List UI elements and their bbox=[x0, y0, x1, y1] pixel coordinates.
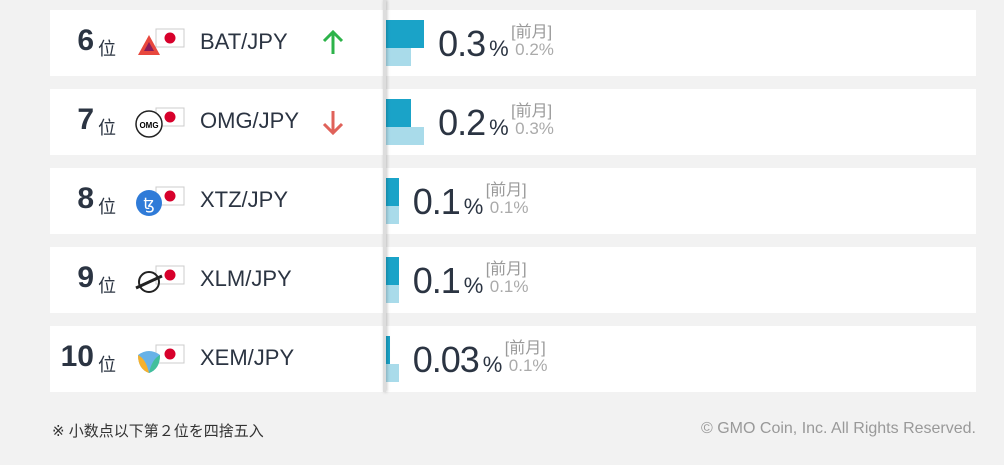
pair-name: OMG/JPY bbox=[200, 108, 300, 133]
current-bar bbox=[386, 257, 399, 285]
rank-suffix: 位 bbox=[98, 355, 116, 375]
share-value: 0.03 bbox=[412, 339, 480, 380]
divider bbox=[383, 0, 386, 392]
previous-bar bbox=[386, 127, 425, 145]
coin-icon bbox=[138, 344, 185, 373]
ranking-row: 10 位 XEM/JPY 0.03% [前月] 0.1% bbox=[50, 326, 976, 392]
share-value: 0.1 bbox=[412, 260, 461, 301]
share-unit: % bbox=[489, 36, 509, 61]
prev-value: 0.1% bbox=[489, 277, 529, 296]
prev-value: 0.3% bbox=[515, 119, 554, 138]
prev-caption: [前月] bbox=[504, 340, 546, 357]
icon-text: OMG bbox=[139, 121, 158, 130]
svg-text:ꜩ: ꜩ bbox=[143, 196, 154, 213]
prev-value: 0.1% bbox=[508, 356, 548, 375]
previous-bar bbox=[386, 285, 399, 303]
rank-number: 7 bbox=[77, 103, 94, 136]
share-unit: % bbox=[489, 115, 509, 140]
previous-bar bbox=[386, 48, 412, 66]
rank-number: 8 bbox=[77, 182, 94, 215]
ranking-row: 7 位 OMG OMG/JPY 0.2% [前月] 0.3% bbox=[50, 89, 976, 155]
coin-icon: OMG bbox=[135, 107, 185, 138]
prev-value: 0.1% bbox=[489, 198, 529, 217]
rank-number: 6 bbox=[77, 24, 94, 57]
rank-number: 9 bbox=[77, 261, 94, 294]
share-unit: % bbox=[463, 273, 484, 298]
trend-up bbox=[322, 29, 344, 54]
coin-icon: ꜩ bbox=[136, 186, 185, 216]
ranking-row: 6 位 BAT/JPY 0.3% [前月] 0.2% bbox=[50, 10, 976, 76]
share-unit: % bbox=[482, 352, 503, 377]
coin-icon bbox=[135, 265, 185, 293]
trend-down bbox=[322, 111, 344, 136]
rank-suffix: 位 bbox=[98, 197, 116, 217]
prev-caption: [前月] bbox=[485, 261, 527, 278]
current-bar bbox=[386, 99, 412, 127]
current-bar bbox=[386, 336, 390, 364]
share-value: 0.3 bbox=[438, 23, 486, 64]
rank-suffix: 位 bbox=[98, 276, 116, 296]
pair-name: XEM/JPY bbox=[200, 345, 295, 370]
prev-caption: [前月] bbox=[511, 103, 553, 120]
pair-name: XLM/JPY bbox=[200, 266, 292, 291]
share-value: 0.2 bbox=[438, 102, 486, 143]
previous-bar bbox=[386, 206, 399, 224]
footnote: ※ 小数点以下第２位を四捨五入 bbox=[52, 423, 264, 440]
rank-suffix: 位 bbox=[98, 118, 116, 138]
coin-icon bbox=[138, 28, 185, 55]
pair-name: BAT/JPY bbox=[200, 29, 288, 54]
rank-number: 10 bbox=[60, 340, 94, 373]
ranking-row: 9 位 XLM/JPY 0.1% [前月] 0.1% bbox=[50, 247, 976, 313]
prev-value: 0.2% bbox=[515, 40, 554, 59]
pair-name: XTZ/JPY bbox=[200, 187, 289, 212]
share-unit: % bbox=[463, 194, 484, 219]
rank-suffix: 位 bbox=[98, 39, 116, 59]
prev-caption: [前月] bbox=[511, 24, 553, 41]
current-bar bbox=[386, 20, 425, 48]
current-bar bbox=[386, 178, 399, 206]
copyright: © GMO Coin, Inc. All Rights Reserved. bbox=[701, 420, 976, 437]
ranking-row: 8 位 ꜩ XTZ/JPY 0.1% [前月] 0.1% bbox=[50, 168, 976, 234]
previous-bar bbox=[386, 364, 399, 382]
share-value: 0.1 bbox=[412, 181, 461, 222]
prev-caption: [前月] bbox=[485, 182, 527, 199]
